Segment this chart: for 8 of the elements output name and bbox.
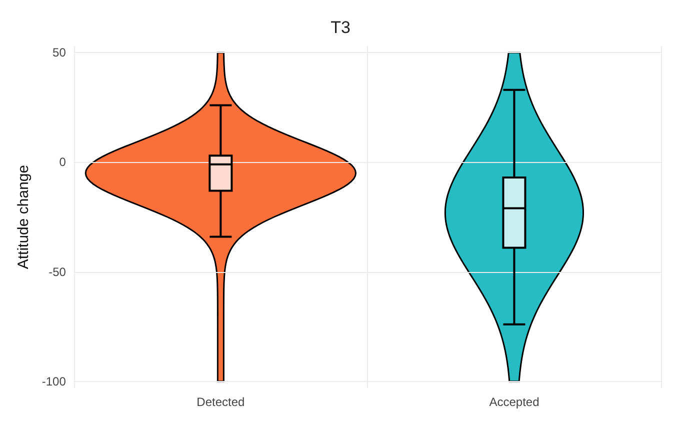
x-tick-label: Detected [196,395,245,409]
y-tick-label: -50 [48,264,66,279]
y-axis-title: Attitude change [15,164,32,270]
y-tick-label: 0 [59,155,66,170]
chart-title: T3 [330,18,350,37]
y-tick-label: -100 [42,374,66,388]
y-tick-label: 50 [52,46,66,60]
x-tick-label: Accepted [489,395,540,409]
